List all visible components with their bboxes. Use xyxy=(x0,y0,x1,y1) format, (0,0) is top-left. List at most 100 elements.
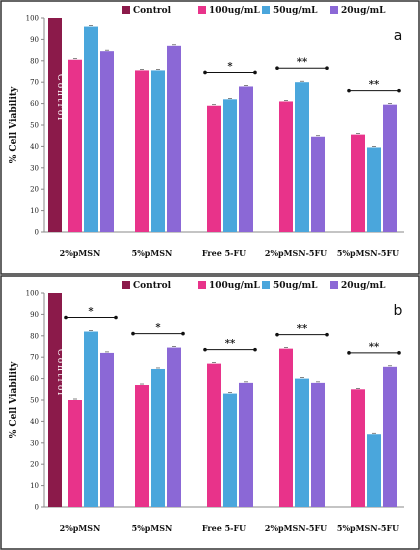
y-tick-label: 10 xyxy=(30,207,39,215)
y-tick-label: 90 xyxy=(30,311,39,319)
x-category-label: 2%pMSN-5FU xyxy=(265,248,327,258)
legend-swatch xyxy=(122,6,130,14)
significance-label: * xyxy=(88,307,94,318)
legend-swatch xyxy=(330,281,338,289)
significance-bracket-end xyxy=(275,66,279,70)
bar-20ugml xyxy=(167,45,181,232)
x-category-label: 5%pMSN xyxy=(132,523,173,533)
bar-20ugml xyxy=(167,347,181,507)
x-category-label: 5%pMSN-5FU xyxy=(337,248,399,258)
y-tick-label: 50 xyxy=(30,122,39,130)
bar-50ugml xyxy=(367,434,381,507)
legend-swatch xyxy=(262,281,270,289)
bar-chart-b: 0 10 20 30 40 50 60 70 80 90 100 % Cell Viability Co… xyxy=(0,275,420,550)
y-tick-label: 100 xyxy=(26,15,39,23)
y-tick-label: 40 xyxy=(30,143,39,151)
y-tick-label: 70 xyxy=(30,79,39,87)
bar-100ugml xyxy=(279,101,293,233)
y-axis-label: % Cell Viability xyxy=(9,86,19,163)
y-tick-label: 60 xyxy=(30,375,39,383)
x-category-label: 2%pMSN xyxy=(60,523,101,533)
bar-100ugml xyxy=(207,105,221,232)
bar-control xyxy=(48,18,62,232)
y-tick-label: 100 xyxy=(26,290,39,298)
bar-100ugml xyxy=(207,363,221,507)
bar-20ugml xyxy=(311,382,325,507)
significance-label: * xyxy=(227,61,233,72)
x-category-label: 2%pMSN xyxy=(60,248,101,258)
x-category-label: 5%pMSN-5FU xyxy=(337,523,399,533)
legend-item: 50ug/mL xyxy=(273,281,318,291)
y-tick-label: 50 xyxy=(30,397,39,405)
bar-100ugml xyxy=(135,385,149,507)
y-tick-label: 70 xyxy=(30,354,39,362)
bar-100ugml xyxy=(135,70,149,233)
significance-bracket-end xyxy=(347,88,351,93)
significance-bracket-end xyxy=(325,332,329,337)
bar-50ugml xyxy=(223,393,237,507)
bar-50ugml xyxy=(295,82,309,232)
y-tick-label: 30 xyxy=(30,439,39,447)
bar-control-label: Control xyxy=(55,349,65,397)
significance-label: ** xyxy=(297,324,308,335)
legend-item: 50ug/mL xyxy=(273,6,318,16)
x-category-label: Free 5-FU xyxy=(202,523,246,533)
bar-100ugml xyxy=(68,59,82,233)
bar-50ugml xyxy=(151,368,165,507)
x-category-label: 2%pMSN-5FU xyxy=(265,523,327,533)
legend-item: 100ug/mL xyxy=(209,281,260,291)
y-axis-label: % Cell Viability xyxy=(9,361,19,438)
significance-label: ** xyxy=(369,80,380,91)
legend-swatch xyxy=(122,281,130,289)
significance-label: ** xyxy=(369,342,380,353)
legend-item: Control xyxy=(133,6,172,16)
bar-chart-a: 0 10 20 30 40 50 60 70 80 90 100 % Cell Viability Co… xyxy=(0,0,420,275)
bar-control-label: Control xyxy=(55,74,65,122)
significance-bracket-end xyxy=(181,331,185,336)
legend-item: 100ug/mL xyxy=(209,6,260,16)
bar-50ugml xyxy=(151,70,165,233)
y-tick-label: 90 xyxy=(30,36,39,44)
bar-20ugml xyxy=(311,136,325,232)
x-category-label: Free 5-FU xyxy=(202,248,246,258)
bar-20ugml xyxy=(239,382,253,507)
significance-bracket-end xyxy=(64,315,68,320)
bar-control xyxy=(48,293,62,507)
legend-item: Control xyxy=(133,281,172,291)
significance-bracket-end xyxy=(325,66,329,70)
bar-50ugml xyxy=(84,26,98,233)
significance-bracket-end xyxy=(275,332,279,337)
bar-20ugml xyxy=(100,51,114,232)
significance-label: ** xyxy=(297,57,308,68)
bar-20ugml xyxy=(239,86,253,232)
bar-20ugml xyxy=(383,104,397,232)
significance-bracket-end xyxy=(203,347,207,352)
significance-bracket-end xyxy=(397,88,401,93)
significance-label: * xyxy=(155,323,161,334)
bar-50ugml xyxy=(223,99,237,232)
significance-bracket-end xyxy=(203,70,207,75)
panel-frame xyxy=(0,275,420,550)
bar-50ugml xyxy=(84,331,98,507)
panel-letter: b xyxy=(394,303,403,319)
bar-50ugml xyxy=(367,147,381,232)
y-tick-label: 20 xyxy=(30,186,39,194)
y-tick-label: 30 xyxy=(30,164,39,172)
legend-swatch xyxy=(330,6,338,14)
bar-100ugml xyxy=(68,400,82,507)
significance-label: ** xyxy=(225,339,236,350)
y-tick-label: 20 xyxy=(30,461,39,469)
significance-bracket-end xyxy=(114,315,118,320)
legend-item: 20ug/mL xyxy=(341,281,386,291)
y-tick-label: 0 xyxy=(35,504,39,512)
chart-panel-a: 0 10 20 30 40 50 60 70 80 90 100 % Cell Viability Co… xyxy=(0,0,420,275)
significance-bracket-end xyxy=(253,347,257,352)
y-tick-label: 10 xyxy=(30,482,39,490)
y-tick-label: 60 xyxy=(30,100,39,108)
bar-20ugml xyxy=(383,366,397,507)
bar-100ugml xyxy=(351,134,365,232)
bar-100ugml xyxy=(351,389,365,507)
legend-swatch xyxy=(198,6,206,14)
significance-bracket-end xyxy=(397,351,401,355)
bar-50ugml xyxy=(295,378,309,507)
